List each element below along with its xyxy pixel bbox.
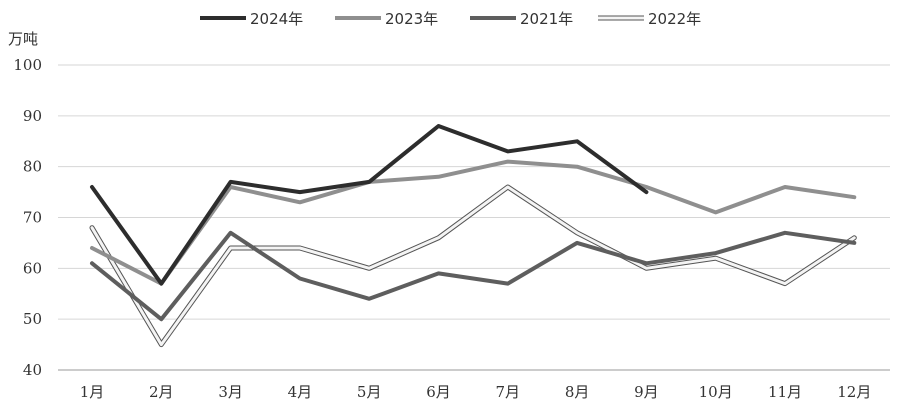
y-tick-label: 70 (23, 209, 42, 227)
y-tick-label: 90 (23, 107, 42, 125)
legend-item-2023: 2023年 (335, 10, 438, 28)
legend-item-2024: 2024年 (200, 10, 303, 28)
series-line (90, 159, 857, 286)
y-tick-label: 50 (23, 310, 42, 328)
series-line (90, 185, 856, 347)
x-tick-label: 2月 (149, 383, 174, 401)
legend-label: 2024年 (250, 10, 303, 28)
chart-legend: 2024年 2023年 2021年 2022年 (200, 10, 701, 28)
x-tick-label: 7月 (496, 383, 521, 401)
x-tick-label: 4月 (288, 383, 313, 401)
x-tick-label: 10月 (699, 383, 733, 401)
x-tick-label: 3月 (218, 383, 243, 401)
x-tick-label: 1月 (80, 383, 105, 401)
x-tick-label: 6月 (426, 383, 451, 401)
gridlines (58, 64, 890, 371)
y-tick-label: 100 (13, 56, 42, 74)
legend-label: 2023年 (385, 10, 438, 28)
y-axis-unit-label: 万吨 (8, 30, 38, 48)
series-2023 (90, 159, 857, 286)
series-2024 (90, 124, 649, 286)
y-tick-label: 80 (23, 158, 42, 176)
x-tick-label: 5月 (357, 383, 382, 401)
series-line (90, 124, 649, 286)
x-tick-label: 9月 (634, 383, 659, 401)
legend-label: 2021年 (520, 10, 573, 28)
legend-item-2022: 2022年 (598, 10, 701, 28)
y-axis-ticks: 40 50 60 70 80 90 100 (13, 56, 42, 379)
series-2022 (89, 184, 857, 348)
x-tick-label: 11月 (768, 383, 802, 401)
x-tick-label: 12月 (837, 383, 871, 401)
series-line (90, 230, 857, 322)
series-lines (89, 124, 857, 348)
y-tick-label: 60 (23, 259, 42, 277)
x-tick-label: 8月 (565, 383, 590, 401)
x-axis-ticks: 1月 2月 3月 4月 5月 6月 7月 8月 9月 10月 11月 12月 (80, 383, 872, 401)
legend-label: 2022年 (648, 10, 701, 28)
legend-item-2021: 2021年 (470, 10, 573, 28)
y-tick-label: 40 (23, 361, 42, 379)
series-2021 (90, 230, 857, 322)
